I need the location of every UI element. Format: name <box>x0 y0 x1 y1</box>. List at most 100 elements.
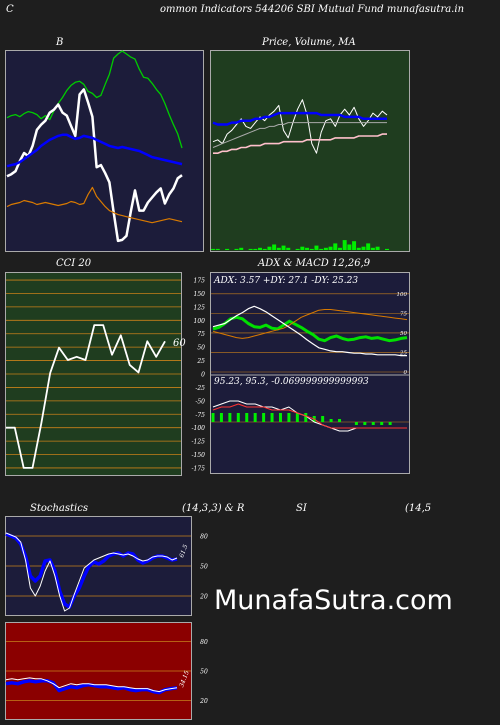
y-tick-label: 25 <box>399 350 407 356</box>
page-title: ommon Indicators 544206 SBI Mutual Fund … <box>160 4 465 15</box>
volume-bar <box>366 243 371 250</box>
volume-bar <box>272 244 277 250</box>
macd-histogram-bar <box>228 413 232 422</box>
macd-histogram-bar <box>354 422 358 425</box>
bb-series-line <box>6 88 183 243</box>
cci-title: CCI 20 <box>56 258 92 269</box>
volume-bar <box>281 245 286 250</box>
adx-series-line <box>212 305 407 357</box>
macd-histogram-bar <box>363 422 367 425</box>
volume-bar <box>375 246 380 250</box>
y-tick-label: -175 <box>192 465 206 472</box>
bb-title: B <box>56 37 64 48</box>
volume-bar <box>258 247 263 250</box>
y-tick-label: 75 <box>197 331 205 338</box>
adx-title: ADX & MACD 12,26,9 <box>258 258 371 269</box>
y-tick-label: -125 <box>192 439 206 446</box>
macd-histogram-bar <box>371 422 375 425</box>
y-tick-label: -75 <box>195 412 205 419</box>
bb-series-line <box>6 186 183 224</box>
watermark: MunafaSutra.com <box>214 585 453 616</box>
macd-histogram-bar <box>287 413 291 422</box>
cci-last-value: 60 <box>173 338 186 349</box>
y-tick-label: -50 <box>195 398 205 405</box>
y-tick-label: -150 <box>192 452 206 459</box>
y-tick-label: 100 <box>194 318 206 325</box>
price-series-line <box>212 122 387 148</box>
y-tick-label: 0 <box>404 370 408 376</box>
volume-bar <box>352 241 357 250</box>
price-series-line <box>213 133 387 154</box>
adx-chart: ADX: 3.57 +DY: 27.1 -DY: 25.23 100 75 50 25 0… <box>210 272 410 474</box>
cci-chart: 175 150 125 100 75 50 25 0 -25 -50 -75 -100 -125 -150… <box>5 272 206 476</box>
volume-bar <box>300 246 305 250</box>
volume-bar <box>234 248 239 250</box>
panel-background <box>210 272 410 474</box>
macd-histogram-bar <box>380 422 384 425</box>
macd-histogram-bar <box>219 413 223 422</box>
volume-bar <box>385 248 389 250</box>
price-chart <box>210 50 410 252</box>
oscillator-series-line <box>5 677 178 693</box>
volume-bar <box>239 247 244 250</box>
adx-series-line <box>212 309 408 339</box>
y-tick-label: 80 <box>200 534 208 541</box>
y-tick-label: 75 <box>400 311 407 317</box>
y-tick-label: 20 <box>199 594 208 601</box>
macd-histogram-bar <box>245 413 249 422</box>
adx-values-label: ADX: 3.57 +DY: 27.1 -DY: 25.23 <box>213 276 358 286</box>
macd-histogram-bar <box>329 419 333 422</box>
volume-bar <box>248 248 253 250</box>
volume-bar <box>333 243 338 250</box>
volume-bar <box>276 247 281 250</box>
stoch-params: (14,3,3) & R <box>182 503 245 514</box>
y-tick-label: 25 <box>196 358 205 365</box>
y-tick-label: 50 <box>200 669 208 676</box>
macd-histogram-bar <box>236 413 240 422</box>
y-tick-label: 50 <box>200 564 208 571</box>
macd-histogram-bar <box>278 413 282 422</box>
volume-bar <box>361 246 366 250</box>
y-tick-label: 50 <box>197 345 205 352</box>
y-tick-label: 0 <box>201 372 205 379</box>
volume-bar <box>211 248 215 250</box>
volume-bar <box>267 246 272 250</box>
rsi-title: SI <box>296 503 307 514</box>
macd-histogram-bar <box>338 419 342 422</box>
macd-histogram-bar <box>262 413 266 422</box>
last-value-label: 61.5 <box>178 544 189 559</box>
bb-chart <box>5 50 204 252</box>
volume-bar <box>295 248 300 250</box>
oscillator-series-line <box>5 679 178 695</box>
macd-histogram-bar <box>304 413 308 422</box>
volume-bar <box>262 248 267 250</box>
y-tick-label: 150 <box>194 291 206 298</box>
volume-bar <box>314 245 319 250</box>
volume-bar <box>305 247 310 250</box>
macd-histogram-bar <box>321 416 325 422</box>
price-title: Price, Volume, MA <box>262 37 356 48</box>
header-left-letter: C <box>6 4 14 15</box>
stoch-chart: 80 50 20 61.5 <box>5 516 208 616</box>
y-tick-label: 20 <box>199 698 208 705</box>
stoch-title: Stochastics <box>30 503 88 514</box>
adx-series-line <box>212 315 408 343</box>
volume-bar <box>337 247 342 250</box>
y-tick-label: 125 <box>194 304 206 311</box>
volume-bar <box>253 248 258 250</box>
y-tick-label: 80 <box>200 639 208 646</box>
volume-bar <box>342 240 347 250</box>
volume-bar <box>215 248 220 250</box>
macd-series-line <box>212 403 407 429</box>
macd-values-label: 95.23, 95.3, -0.069999999999993 <box>214 377 369 387</box>
volume-bar <box>225 248 230 250</box>
volume-bar <box>347 244 352 250</box>
bb-series-line <box>6 133 183 168</box>
panel-background <box>210 50 410 252</box>
macd-histogram-bar <box>295 413 299 422</box>
volume-bar <box>328 246 333 250</box>
y-tick-label: -100 <box>192 425 206 432</box>
macd-histogram-bar <box>388 422 392 425</box>
y-tick-label: 100 <box>397 292 408 298</box>
